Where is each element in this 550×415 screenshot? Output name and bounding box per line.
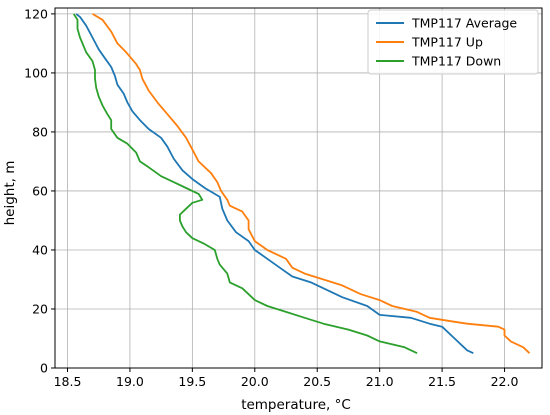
- y-tick-label: 100: [24, 65, 48, 80]
- series-line-tmp117-up: [92, 13, 531, 354]
- series-line-tmp117-down: [72, 13, 418, 355]
- legend: TMP117 Average TMP117 Up TMP117 Down: [367, 9, 539, 75]
- x-tick-label: 20.0: [241, 374, 269, 389]
- axes-layer: 18.5 19.0 19.5 20.0 20.5 21.0 21.5 22.0 0 20 40 60 8…: [24, 6, 543, 389]
- x-tick-label: 19.5: [178, 374, 206, 389]
- y-tick-label: 0: [40, 361, 48, 376]
- x-tick-label: 21.5: [428, 374, 456, 389]
- x-tick-label: 22.0: [491, 374, 519, 389]
- legend-label-tmp117-average: TMP117 Average: [411, 16, 517, 31]
- y-tick-label: 20: [32, 301, 48, 316]
- y-tick-label: 120: [24, 6, 48, 21]
- legend-box: [367, 9, 539, 75]
- series-layer: [72, 13, 531, 355]
- x-tick-label: 19.0: [116, 374, 144, 389]
- x-axis-label: temperature, °C: [241, 397, 351, 413]
- series-line-tmp117-average: [75, 13, 474, 355]
- y-tick-label: 80: [32, 124, 48, 139]
- x-tick-label: 18.5: [54, 374, 82, 389]
- y-tick-label: 40: [32, 242, 48, 257]
- y-tick-label: 60: [32, 183, 48, 198]
- y-axis-label: height, m: [2, 161, 18, 226]
- legend-label-tmp117-down: TMP117 Down: [411, 54, 501, 69]
- x-tick-label: 20.5: [303, 374, 331, 389]
- plot-frame: [54, 7, 543, 369]
- legend-label-tmp117-up: TMP117 Up: [411, 35, 483, 50]
- x-tick-label: 21.0: [366, 374, 394, 389]
